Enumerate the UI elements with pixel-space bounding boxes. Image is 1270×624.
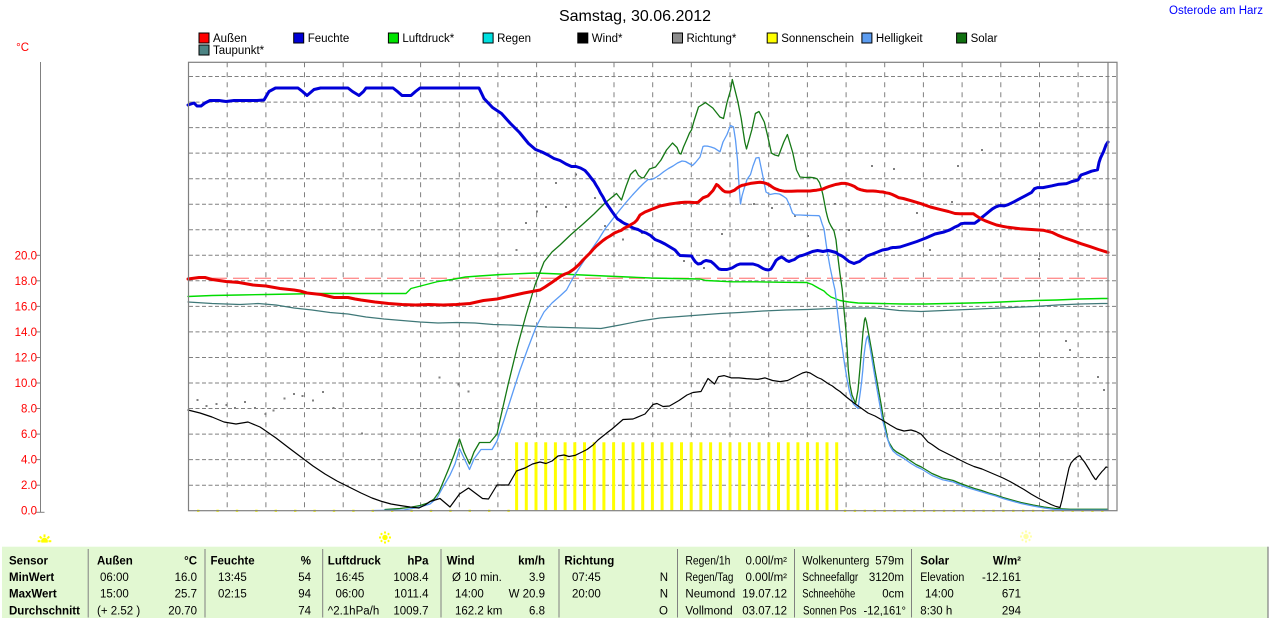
svg-text:Wind: Wind xyxy=(447,555,475,567)
svg-text:16:45: 16:45 xyxy=(336,572,365,584)
svg-text:12.0: 12.0 xyxy=(15,353,37,365)
svg-text:3120m: 3120m xyxy=(869,572,904,584)
svg-text:Osterode am Harz: Osterode am Harz xyxy=(1169,5,1263,17)
svg-text:4.0: 4.0 xyxy=(21,455,37,467)
svg-text:671: 671 xyxy=(1002,589,1021,601)
svg-text:-12.161: -12.161 xyxy=(982,572,1021,584)
svg-text:Feuchte: Feuchte xyxy=(308,33,350,45)
svg-text:W/m²: W/m² xyxy=(993,555,1021,567)
svg-text:14:00: 14:00 xyxy=(455,589,484,601)
svg-text:Außen: Außen xyxy=(97,555,133,567)
svg-text:Durchschnitt: Durchschnitt xyxy=(9,605,80,617)
svg-text:Schneefallgr: Schneefallgr xyxy=(802,572,858,584)
svg-text:54: 54 xyxy=(298,572,311,584)
svg-text:MinWert: MinWert xyxy=(9,572,54,584)
svg-text:N: N xyxy=(660,589,668,601)
svg-text:20.0: 20.0 xyxy=(15,250,37,262)
svg-text:Sonnenschein: Sonnenschein xyxy=(781,33,854,45)
svg-text:Wolkenunterg: Wolkenunterg xyxy=(802,555,869,567)
svg-text:MaxWert: MaxWert xyxy=(9,589,57,601)
svg-text:Samstag, 30.06.2012: Samstag, 30.06.2012 xyxy=(559,8,711,25)
svg-text:0.0: 0.0 xyxy=(21,506,37,518)
svg-text:°C: °C xyxy=(16,42,29,54)
svg-text:03.07.12: 03.07.12 xyxy=(742,605,787,617)
svg-text:16.0: 16.0 xyxy=(175,572,197,584)
svg-text:-12,161°: -12,161° xyxy=(864,605,907,617)
svg-text:15:00: 15:00 xyxy=(100,589,129,601)
svg-text:°C: °C xyxy=(184,555,197,567)
svg-text:1008.4: 1008.4 xyxy=(393,572,429,584)
svg-text:Elevation: Elevation xyxy=(920,572,964,584)
svg-text:162.2 km: 162.2 km xyxy=(455,605,502,617)
svg-text:Solar: Solar xyxy=(971,33,998,45)
svg-text:20:00: 20:00 xyxy=(572,589,601,601)
svg-text:14:00: 14:00 xyxy=(925,589,954,601)
svg-text:Wind*: Wind* xyxy=(592,33,623,45)
svg-text:Sensor: Sensor xyxy=(9,555,49,567)
svg-text:07:45: 07:45 xyxy=(572,572,601,584)
svg-text:02:15: 02:15 xyxy=(218,589,247,601)
svg-text:25.7: 25.7 xyxy=(175,589,197,601)
svg-text:Luftdruck*: Luftdruck* xyxy=(402,33,454,45)
svg-text:Schneehöhe: Schneehöhe xyxy=(802,589,855,601)
svg-text:Außen: Außen xyxy=(213,33,247,45)
svg-text:16.0: 16.0 xyxy=(15,301,37,313)
svg-text:Helligkeit: Helligkeit xyxy=(876,33,923,45)
svg-text:18.0: 18.0 xyxy=(15,276,37,288)
svg-text:0.00l/m²: 0.00l/m² xyxy=(745,555,787,567)
svg-text:Ø 10 min.: Ø 10 min. xyxy=(452,572,502,584)
svg-text:Vollmond: Vollmond xyxy=(685,605,732,617)
svg-text:579m: 579m xyxy=(875,555,904,567)
svg-text:10.0: 10.0 xyxy=(15,378,37,390)
svg-text:km/h: km/h xyxy=(518,555,545,567)
svg-text:Luftdruck: Luftdruck xyxy=(328,555,382,567)
svg-text:06:00: 06:00 xyxy=(336,589,365,601)
svg-text:%: % xyxy=(301,555,311,567)
svg-text:8.0: 8.0 xyxy=(21,404,37,416)
svg-text:Taupunkt*: Taupunkt* xyxy=(213,45,265,57)
svg-text:Richtung*: Richtung* xyxy=(687,33,737,45)
svg-text:^2.1hPa/h: ^2.1hPa/h xyxy=(328,605,379,617)
svg-text:Regen/Tag: Regen/Tag xyxy=(685,572,733,584)
svg-text:N: N xyxy=(660,572,668,584)
svg-text:94: 94 xyxy=(298,589,311,601)
svg-text:74: 74 xyxy=(298,605,311,617)
svg-text:0.00l/m²: 0.00l/m² xyxy=(745,572,787,584)
svg-text:2.0: 2.0 xyxy=(21,480,37,492)
svg-text:6.0: 6.0 xyxy=(21,429,37,441)
svg-text:294: 294 xyxy=(1002,605,1022,617)
svg-text:Feuchte: Feuchte xyxy=(211,555,255,567)
svg-text:Regen/1h: Regen/1h xyxy=(685,555,730,567)
svg-text:06:00: 06:00 xyxy=(100,572,129,584)
svg-text:hPa: hPa xyxy=(407,555,429,567)
svg-text:Sonnen Pos: Sonnen Pos xyxy=(803,605,857,617)
svg-text:(+ 2.52 ): (+ 2.52 ) xyxy=(97,605,140,617)
svg-text:0cm: 0cm xyxy=(882,589,904,601)
svg-text:8:30 h: 8:30 h xyxy=(920,605,952,617)
svg-text:Neumond: Neumond xyxy=(685,589,735,601)
svg-text:Solar: Solar xyxy=(920,555,949,567)
svg-text:O: O xyxy=(659,605,668,617)
svg-text:19.07.12: 19.07.12 xyxy=(742,589,787,601)
svg-text:1009.7: 1009.7 xyxy=(393,605,428,617)
svg-text:W 20.9: W 20.9 xyxy=(509,589,545,601)
svg-text:6.8: 6.8 xyxy=(529,605,545,617)
svg-text:1011.4: 1011.4 xyxy=(394,589,429,601)
svg-text:14.0: 14.0 xyxy=(15,327,37,339)
svg-text:20.70: 20.70 xyxy=(168,605,197,617)
svg-text:Richtung: Richtung xyxy=(564,555,614,567)
svg-text:13:45: 13:45 xyxy=(218,572,247,584)
svg-text:3.9: 3.9 xyxy=(529,572,545,584)
svg-text:Regen: Regen xyxy=(497,33,531,45)
